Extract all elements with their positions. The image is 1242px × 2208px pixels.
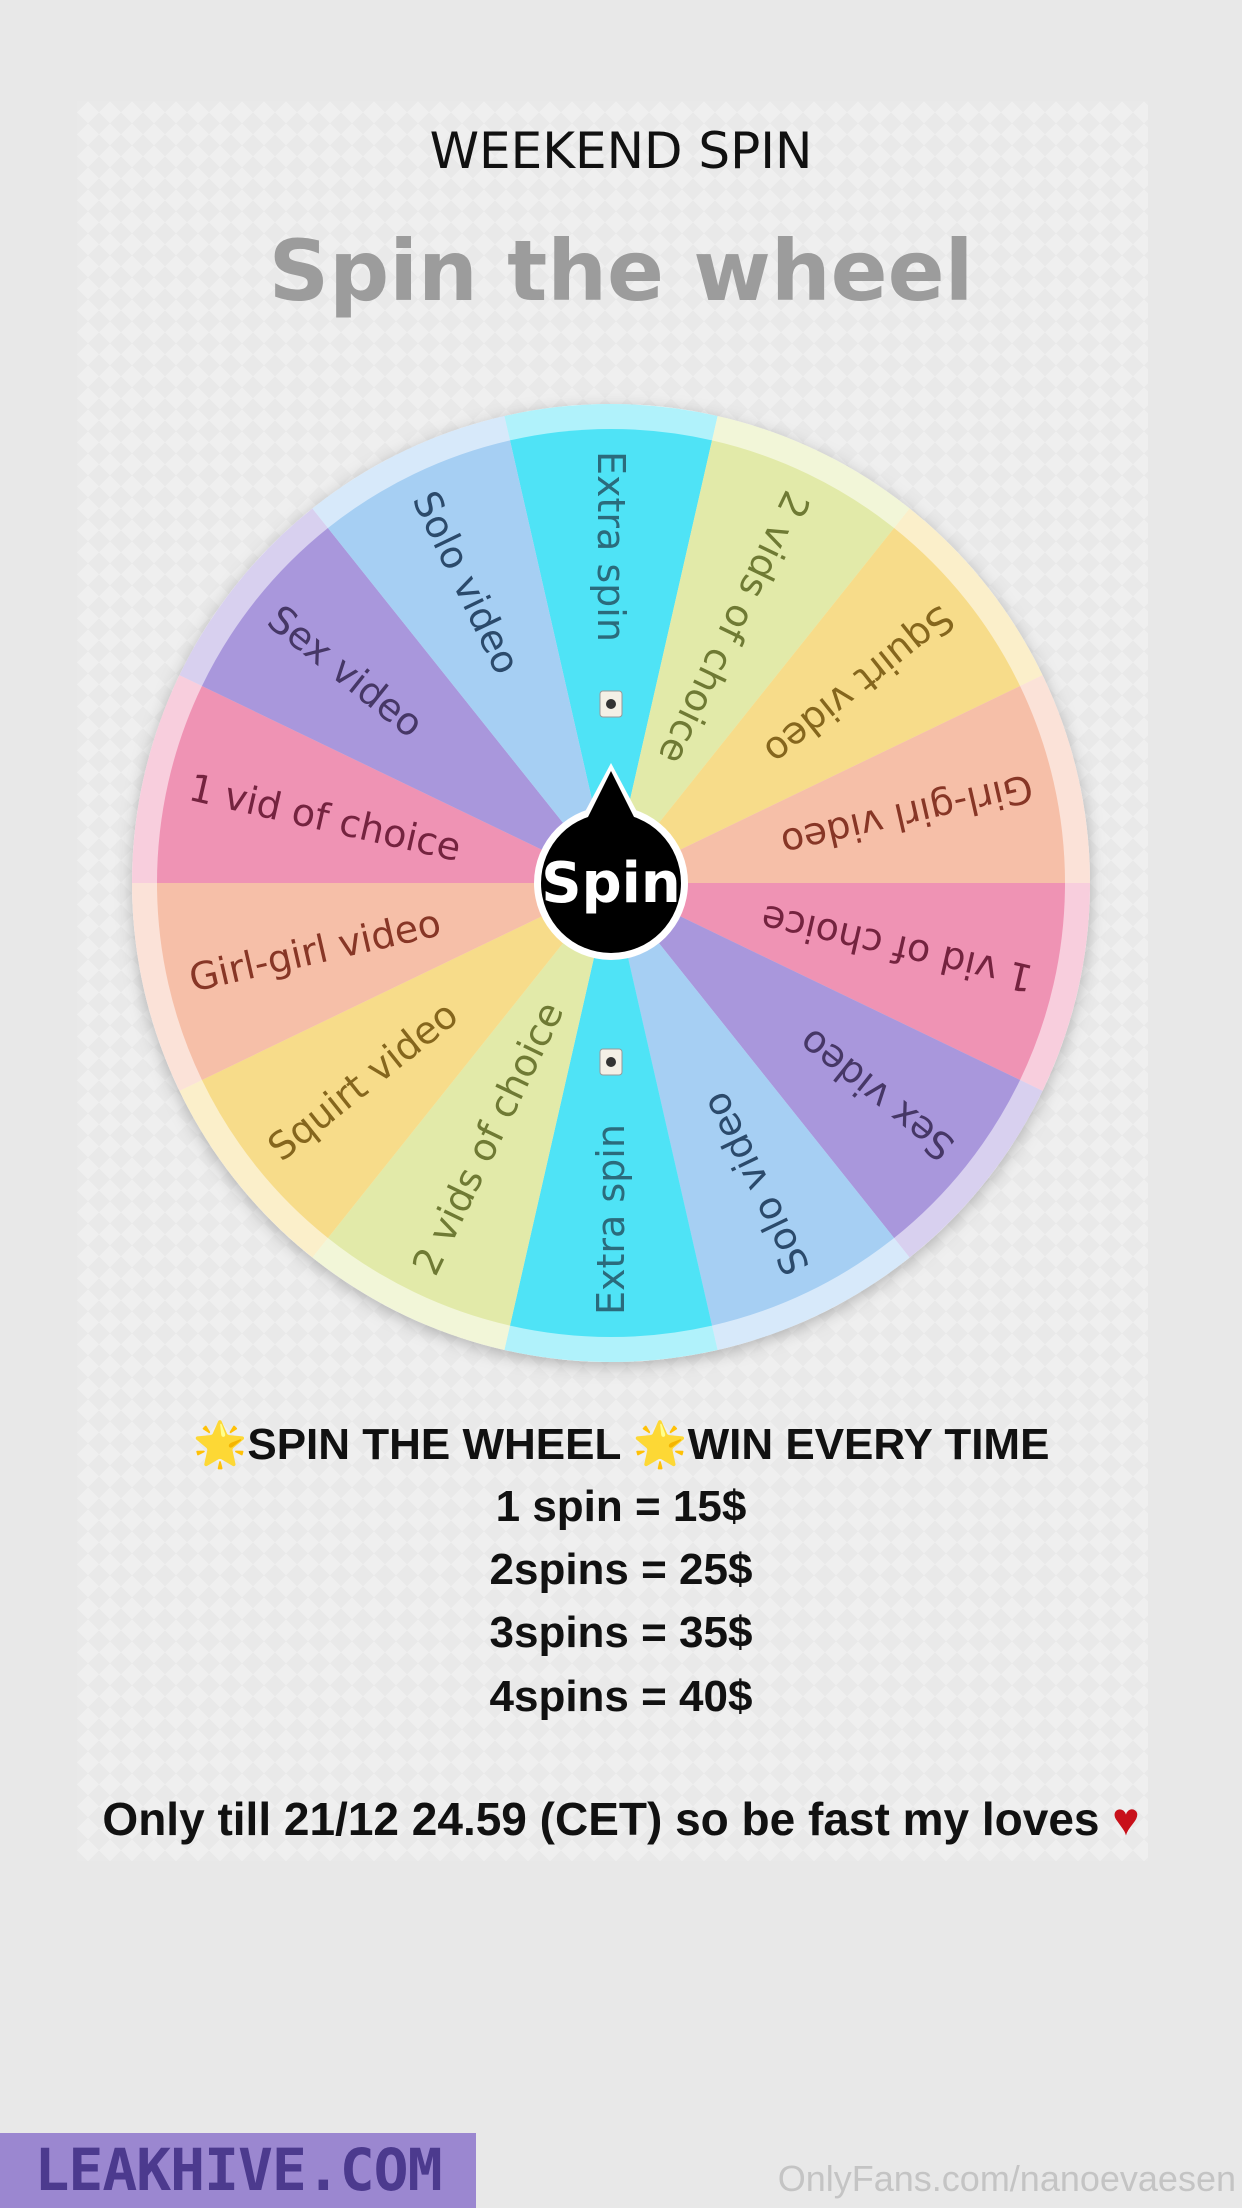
wheel-segment[interactable]: [327, 883, 611, 1326]
card-emoji-figure: [606, 699, 616, 709]
spin-button-label: Spin: [541, 851, 680, 916]
card-emoji-figure: [606, 1057, 616, 1067]
credit-text: OnlyFans.com/nanoevaesen: [777, 2158, 1236, 2199]
watermark-logo: LEAKHIVE.COM: [0, 2133, 476, 2208]
wheel-segment[interactable]: [611, 883, 1021, 1238]
spin-button-circle: [541, 813, 681, 953]
pointer-icon: [585, 771, 637, 823]
wheel-segment[interactable]: [611, 883, 1065, 1080]
deadline-label: Only till 21/12 24.59 (CET) so be fast m…: [102, 1793, 1113, 1845]
star-icon: 🌟: [632, 1420, 688, 1469]
spin-button[interactable]: Spin: [534, 763, 688, 960]
heart-icon: ♥: [1112, 1793, 1140, 1845]
price-line: 2spins = 25$: [489, 1545, 753, 1594]
wheel-segment[interactable]: [157, 883, 611, 1080]
wheel-segment[interactable]: [201, 528, 611, 883]
wheel-segment[interactable]: [611, 528, 1021, 883]
header-title: WEEKEND SPIN: [429, 122, 813, 180]
wheel-segment[interactable]: [201, 883, 611, 1238]
deadline-text: Only till 21/12 24.59 (CET) so be fast m…: [0, 1792, 1242, 1846]
promo-headline: 🌟SPIN THE WHEEL 🌟WIN EVERY TIME: [0, 1418, 1242, 1470]
wheel-segment[interactable]: [157, 686, 611, 883]
subtitle: Spin the wheel: [268, 222, 974, 320]
price-line: 3spins = 35$: [489, 1608, 753, 1657]
wheel-segment[interactable]: [611, 440, 895, 883]
price-line: 1 spin = 15$: [495, 1482, 747, 1531]
promo-part1: SPIN THE WHEEL: [247, 1420, 633, 1469]
wheel-segment[interactable]: [327, 440, 611, 883]
wheel-segment[interactable]: [611, 686, 1065, 883]
promo-part2: WIN EVERY TIME: [687, 1420, 1050, 1469]
star-icon: 🌟: [192, 1420, 248, 1469]
wheel-segment-label: Extra spin: [589, 1124, 633, 1315]
wheel-segment-label: Extra spin: [589, 451, 633, 642]
wheel-segment[interactable]: [509, 429, 713, 883]
wheel-segment[interactable]: [509, 883, 713, 1337]
price-line: 4spins = 40$: [489, 1672, 753, 1721]
wheel-segment[interactable]: [611, 883, 895, 1326]
